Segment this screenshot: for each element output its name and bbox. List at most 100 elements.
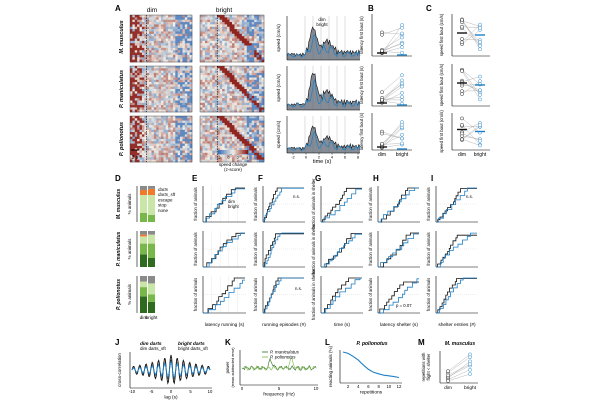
dim-step [203, 232, 245, 268]
heatmap-cell [251, 57, 255, 60]
heatmap-cell [132, 102, 136, 106]
colorbar-swatch [243, 150, 246, 154]
heatmap-cell [241, 31, 245, 35]
heatmap-cell [151, 33, 155, 37]
heatmap-cell [212, 40, 216, 44]
heatmap-cell [232, 38, 235, 42]
colorbar-label-line1: speed change [219, 162, 248, 167]
heatmap-cell [187, 26, 190, 30]
heatmap-cell [165, 120, 169, 124]
heatmap-cell [209, 100, 213, 104]
heatmap-cell [144, 40, 147, 44]
heatmap-cell [224, 122, 228, 126]
heatmap-cell [256, 107, 260, 110]
heatmap-cell [165, 116, 169, 119]
heatmap-cell [163, 52, 167, 56]
heatmap-cell [137, 159, 140, 163]
heatmap-cell [244, 33, 248, 37]
heatmap-cell [212, 100, 216, 104]
heatmap-cell [204, 47, 208, 51]
heatmap-cell [134, 139, 138, 142]
heatmap-cell [146, 79, 150, 83]
heatmap-cell [251, 98, 255, 101]
heatmap-cell [170, 129, 174, 133]
heatmap-cell [227, 57, 230, 60]
heatmap-cell [217, 122, 220, 126]
bar-segment [148, 186, 155, 189]
heatmap-cell [200, 40, 203, 44]
heatmap-cell [219, 105, 223, 108]
heatmap-cell [209, 152, 213, 156]
heatmap-cell [239, 159, 243, 163]
heatmap-cell [232, 75, 235, 78]
heatmap-cell [182, 29, 186, 32]
heatmap-cell [254, 141, 257, 144]
heatmap-cell [246, 93, 250, 97]
heatmap-cell [187, 136, 190, 140]
heatmap-cell [168, 70, 171, 74]
heatmap-cell [182, 19, 186, 23]
heatmap-cell [132, 50, 136, 53]
heatmap-cell [165, 152, 169, 156]
heatmap-cell [146, 157, 150, 160]
heatmap-cell [177, 122, 181, 126]
heatmap-cell [256, 52, 260, 56]
heatmap-cell [180, 136, 183, 140]
heatmap-cell [234, 118, 238, 121]
heatmap-cell [227, 15, 230, 18]
heatmap-cell [209, 125, 213, 128]
heatmap-cell [207, 116, 211, 119]
heatmap-cell [207, 159, 211, 163]
cdf-ylabel: fraction of animals [368, 278, 373, 311]
heatmap-cell [200, 139, 203, 142]
heatmap-cell [163, 36, 167, 39]
heatmap-cell [241, 134, 245, 137]
colorbar-swatch [225, 150, 228, 154]
heatmap-cell [200, 118, 203, 121]
heatmap-cell [156, 155, 159, 158]
heatmap-cell [141, 50, 145, 53]
power-line-1 [241, 357, 317, 371]
heatmap-cell [189, 116, 193, 119]
heatmap-cell [261, 129, 265, 133]
heatmap-cell [151, 134, 155, 137]
bar-segment [140, 236, 147, 244]
heatmap-cell [151, 29, 155, 32]
heatmap-cell [244, 159, 248, 163]
heatmap-cell [222, 143, 225, 147]
heatmap-cell [182, 120, 186, 124]
heatmap-cell [146, 102, 150, 106]
heatmap-cell [165, 68, 169, 71]
heatmap-cell [224, 102, 228, 106]
heatmap-cell [217, 29, 220, 32]
heatmap-cell [229, 26, 233, 30]
heatmap-cell [137, 24, 140, 28]
heatmap-cell [161, 136, 164, 140]
pair-line [381, 33, 403, 53]
cdf-F-row-2: fraction of animals [253, 231, 305, 268]
heatmap-cell [261, 102, 265, 106]
heatmap-cell [217, 22, 220, 25]
heatmap-cell [137, 45, 140, 49]
heatmap-cell [141, 43, 145, 46]
heatmap-cell [172, 26, 176, 30]
heatmap-cell [224, 57, 228, 60]
heatmap-title-dim: dim [147, 7, 157, 14]
heatmap-cell [249, 157, 252, 160]
heatmap-cell [244, 127, 248, 131]
heatmap-cell [251, 19, 255, 23]
pct-ylabel: % animals [127, 193, 132, 215]
heatmap-cell [134, 118, 138, 121]
heatmap-cell [158, 50, 162, 53]
heatmap-cell [177, 141, 181, 144]
heatmap-cell [234, 89, 238, 92]
heatmap-cell [141, 102, 145, 106]
heatmap-cell [168, 29, 171, 32]
heatmap-cell [172, 38, 176, 42]
heatmap-cell [232, 72, 235, 76]
heatmap-cell [222, 89, 225, 92]
dim-step [378, 281, 419, 314]
heatmap-cell [158, 143, 162, 147]
heatmap-cell [217, 38, 220, 42]
